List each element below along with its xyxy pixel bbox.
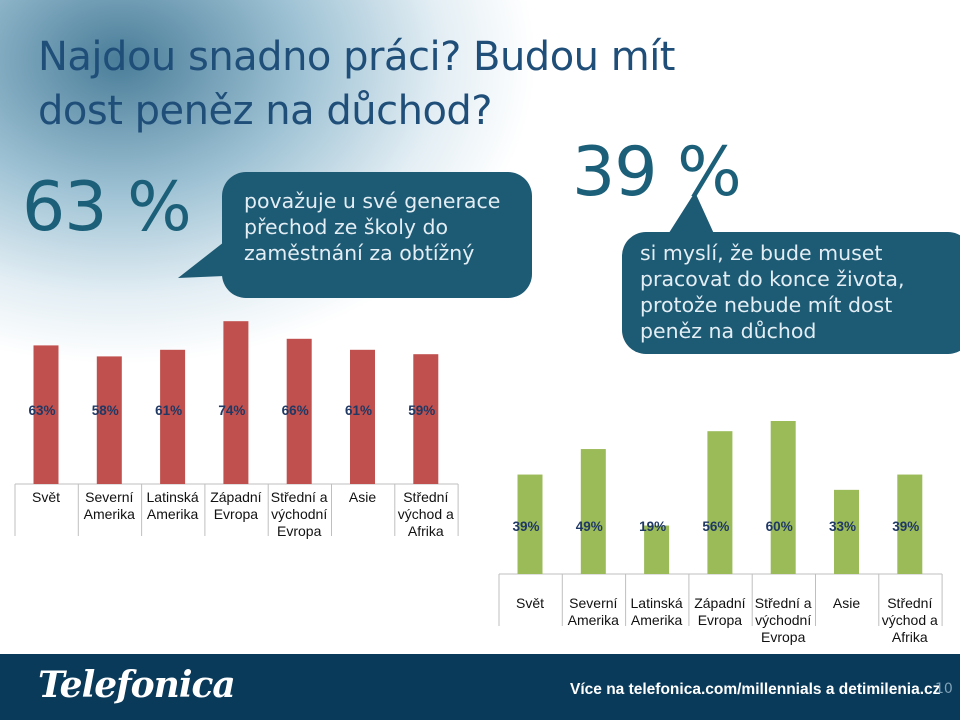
category-label: východ a (398, 506, 454, 522)
category-label: Svět (516, 595, 544, 611)
category-label: Asie (349, 489, 376, 505)
category-label: Svět (32, 489, 60, 505)
bar (707, 431, 733, 574)
category-label: východní (755, 612, 811, 628)
stat-value-left: 63 % (22, 168, 192, 247)
footer-link[interactable]: Více na telefonica.com/millennials a det… (570, 681, 941, 698)
callout-right: si myslí, že bude muset pracovat do konc… (622, 232, 960, 354)
category-label: východní (271, 506, 327, 522)
telefonica-logo: Telefonica (38, 664, 236, 706)
data-label: 58% (92, 403, 119, 418)
callout-left-line: považuje u své generace (244, 189, 501, 213)
bar (286, 338, 312, 484)
bar-charts: 63%Svět58%SeverníAmerika61%LatinskáAmeri… (14, 321, 943, 645)
data-label: 61% (155, 403, 182, 418)
bar (33, 345, 59, 484)
callout-left: považuje u své generace přechod ze školy… (222, 172, 532, 298)
data-label: 33% (829, 519, 856, 534)
footer-bar (0, 654, 960, 720)
data-label: 66% (282, 403, 309, 418)
stat-value-right: 39 % (572, 133, 742, 212)
category-label: Severní (569, 595, 617, 611)
data-label: 56% (702, 519, 729, 534)
category-label: východ a (882, 612, 938, 628)
category-label: Latinská (147, 489, 199, 505)
data-label: 19% (639, 519, 666, 534)
bar (223, 321, 249, 484)
callout-right-line: pracovat do konce života, (640, 267, 905, 291)
data-label: 49% (576, 519, 603, 534)
bar (517, 474, 543, 574)
bubble-tail-left (178, 242, 224, 278)
category-label: Evropa (277, 523, 322, 539)
bar (160, 349, 186, 484)
data-label: 39% (512, 519, 539, 534)
bar (770, 421, 796, 574)
category-label: Amerika (631, 612, 683, 628)
category-label: Západní (210, 489, 261, 505)
callout-right-line: protože nebude mít dost (640, 293, 893, 317)
category-label: Střední a (271, 489, 328, 505)
bar (96, 356, 122, 484)
callout-left-line: přechod ze školy do (244, 215, 449, 239)
category-label: Asie (833, 595, 860, 611)
category-label: Střední (887, 595, 932, 611)
category-label: Latinská (631, 595, 683, 611)
category-label: Západní (694, 595, 745, 611)
bar (413, 354, 439, 484)
data-label: 60% (766, 519, 793, 534)
category-label: Evropa (214, 506, 259, 522)
bar (644, 525, 670, 574)
category-label: Střední (403, 489, 448, 505)
bar (580, 449, 606, 574)
category-label: Severní (85, 489, 133, 505)
data-label: 59% (408, 403, 435, 418)
data-label: 39% (892, 519, 919, 534)
bubble-tail-right (667, 192, 715, 236)
category-label: Amerika (568, 612, 620, 628)
category-label: Střední a (755, 595, 812, 611)
category-label: Afrika (408, 523, 444, 539)
category-label: Evropa (698, 612, 743, 628)
category-label: Amerika (84, 506, 136, 522)
bar (897, 474, 923, 574)
page-number: 10 (935, 681, 953, 697)
data-label: 61% (345, 403, 372, 418)
category-label: Afrika (892, 629, 928, 645)
callout-left-line: zaměstnání za obtížný (244, 241, 475, 265)
callout-right-line: si myslí, že bude muset (640, 241, 883, 265)
category-label: Evropa (761, 629, 806, 645)
category-label: Amerika (147, 506, 199, 522)
page-title: Najdou snadno práci? Budou mít dost peně… (38, 34, 676, 134)
data-label: 63% (28, 403, 55, 418)
data-label: 74% (218, 403, 245, 418)
bar (834, 489, 859, 574)
bar (350, 349, 375, 484)
callout-right-line: peněz na důchod (640, 319, 817, 343)
